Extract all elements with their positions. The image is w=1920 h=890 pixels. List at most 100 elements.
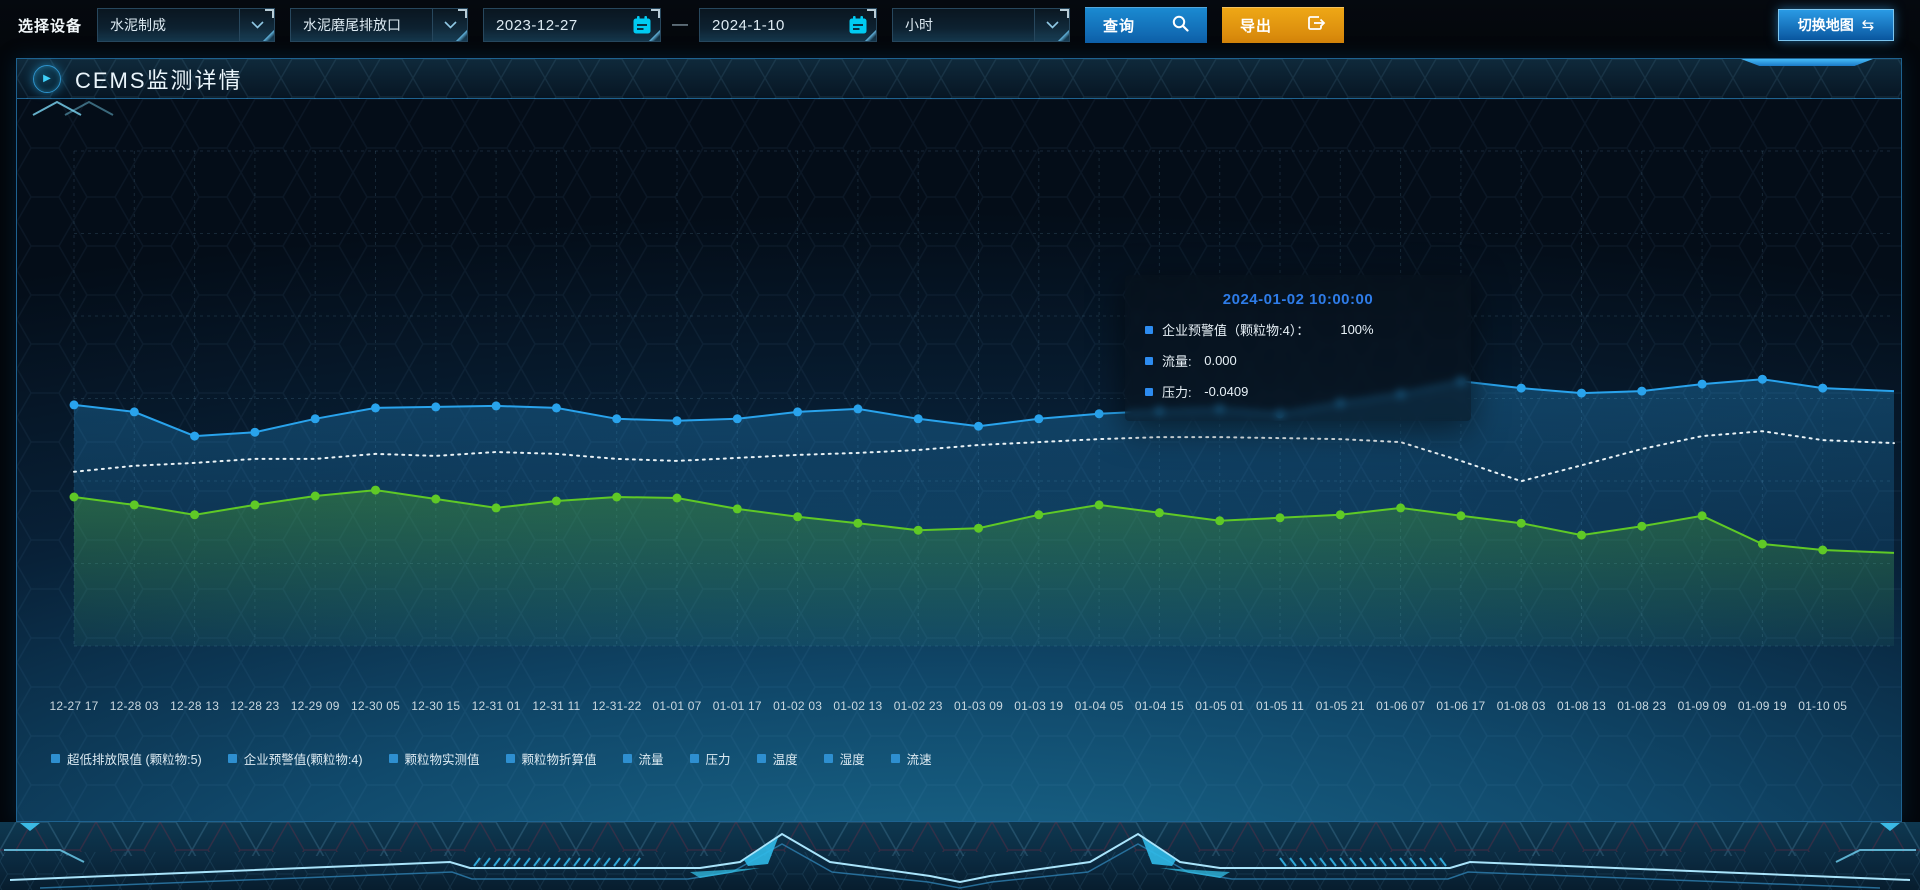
interval-select-value: 小时	[905, 17, 934, 33]
calendar-icon[interactable]	[840, 9, 876, 41]
tooltip-row: 企业预警值（颗粒物:4）： 100%	[1145, 320, 1451, 339]
export-button-label: 导出	[1240, 17, 1273, 35]
chart-tooltip: 2024-01-02 10:00:00 企业预警值（颗粒物:4）： 100% 流量:…	[1125, 275, 1471, 421]
tooltip-row: 压力: -0.0409	[1145, 382, 1451, 401]
device-select[interactable]: 水泥制成	[97, 8, 276, 42]
chart-plot-area[interactable]	[41, 147, 1897, 687]
x-axis-label: 12-30 15	[411, 699, 461, 713]
legend-label: 流量	[638, 753, 664, 767]
end-date-value: 2024-1-10	[712, 16, 785, 34]
legend-item[interactable]: 颗粒物折算值	[505, 749, 597, 768]
legend-label: 湿度	[839, 753, 865, 767]
x-axis-label: 01-05 11	[1255, 699, 1305, 713]
cems-line-chart[interactable]: 12-27 17 12-28 03 12-28 13 12-28 23 12-29 09…	[41, 147, 1897, 713]
x-axis-label: 12-31 01	[471, 699, 521, 713]
x-axis-label: 01-01 17	[712, 699, 762, 713]
switch-map-label: 切换地图	[1797, 17, 1854, 33]
interval-select[interactable]: 小时	[892, 8, 1071, 42]
legend-label: 超低排放限值 (颗粒物:5)	[67, 753, 202, 767]
x-axis-label: 01-02 03	[773, 699, 823, 713]
x-axis-label: 01-02 23	[893, 699, 943, 713]
chevron-down-icon[interactable]	[1034, 9, 1070, 41]
end-date-picker[interactable]: 2024-1-10	[699, 8, 878, 42]
tooltip-row: 流量: 0.000	[1145, 351, 1451, 370]
x-axis-label: 01-01 07	[652, 699, 702, 713]
outlet-select-value: 水泥磨尾排放口	[303, 17, 402, 33]
tooltip-series-label: 流量:	[1162, 354, 1196, 369]
x-axis-label: 12-28 13	[170, 699, 220, 713]
play-icon[interactable]: ▶	[33, 64, 61, 93]
tooltip-series-value: 100%	[1340, 322, 1374, 337]
panel-title: CEMS监测详情	[75, 67, 243, 93]
legend-label: 企业预警值(颗粒物:4)	[243, 753, 363, 767]
legend-item[interactable]: 温度	[756, 749, 798, 768]
x-axis-label: 01-08 13	[1557, 699, 1606, 713]
query-button-label: 查询	[1103, 17, 1136, 35]
tooltip-series-label: 企业预警值（颗粒物:4）：	[1162, 323, 1310, 338]
export-button[interactable]: 导出	[1222, 7, 1345, 43]
legend-item[interactable]: 压力	[689, 749, 731, 768]
x-axis-label: 12-31 11	[532, 699, 581, 713]
legend-label: 颗粒物实测值	[404, 753, 480, 767]
header-chevron-decoration	[32, 100, 114, 116]
x-axis-label: 01-03 09	[954, 699, 1003, 713]
start-date-value: 2023-12-27	[496, 16, 578, 34]
legend-item[interactable]: 颗粒物实测值	[388, 749, 480, 768]
legend-marker	[227, 754, 237, 763]
legend-label: 流速	[906, 753, 932, 767]
legend-marker	[622, 754, 632, 763]
legend-marker	[756, 754, 766, 763]
query-button[interactable]: 查询	[1085, 7, 1208, 43]
legend-marker	[890, 754, 900, 763]
legend-marker	[51, 754, 60, 763]
tooltip-timestamp: 2024-01-02 10:00:00	[1222, 291, 1374, 308]
x-axis-label: 01-04 05	[1074, 699, 1124, 713]
x-axis-label: 12-28 23	[230, 699, 280, 713]
device-select-label: 选择设备	[18, 17, 83, 35]
tooltip-series-value: -0.0409	[1204, 384, 1249, 399]
footer-tech-decoration	[0, 822, 1920, 890]
legend-marker	[823, 754, 833, 763]
device-select-value: 水泥制成	[110, 17, 167, 33]
panel-header: ▶ CEMS监测详情	[17, 59, 1901, 99]
x-axis-label: 01-09 09	[1677, 699, 1727, 713]
x-axis-label: 01-05 01	[1195, 699, 1245, 713]
legend-item[interactable]: 流速	[890, 749, 932, 768]
x-axis-label: 01-03 19	[1014, 699, 1064, 713]
calendar-icon[interactable]	[624, 9, 660, 41]
x-axis-label: 01-09 19	[1737, 699, 1787, 713]
x-axis-label: 01-02 13	[833, 699, 883, 713]
x-axis-label: 12-30 05	[351, 699, 400, 713]
x-axis-label: 12-27 17	[49, 699, 99, 713]
tooltip-series-value: 0.000	[1204, 353, 1237, 368]
tooltip-series-marker	[1145, 325, 1153, 334]
chevron-down-icon[interactable]	[239, 9, 275, 41]
legend-marker	[505, 754, 515, 763]
x-axis-label: 01-06 07	[1376, 699, 1426, 713]
x-axis-label: 01-04 15	[1134, 699, 1184, 713]
swap-arrows-icon: ⇆	[1861, 17, 1875, 34]
x-axis-label: 12-29 09	[290, 699, 340, 713]
legend-label: 压力	[705, 753, 731, 767]
x-axis-label: 01-05 21	[1315, 699, 1365, 713]
x-axis-label: 01-06 17	[1436, 699, 1486, 713]
legend-item[interactable]: 流量	[622, 749, 664, 768]
switch-map-button[interactable]: 切换地图 ⇆	[1778, 9, 1894, 41]
legend-item[interactable]: 湿度	[823, 749, 865, 768]
date-range-separator: —	[672, 16, 689, 33]
legend-label: 颗粒物折算值	[521, 753, 597, 767]
x-axis-label: 01-08 03	[1496, 699, 1546, 713]
search-icon	[1172, 15, 1189, 36]
tooltip-series-label: 压力:	[1162, 385, 1196, 400]
tooltip-series-marker	[1145, 356, 1153, 365]
toolbar: 选择设备 水泥制成 水泥磨尾排放口 2023-12-27 — 2024-1-10	[0, 0, 1920, 50]
outlet-select[interactable]: 水泥磨尾排放口	[290, 8, 469, 42]
chevron-down-icon[interactable]	[432, 9, 468, 41]
export-icon	[1307, 14, 1326, 36]
start-date-picker[interactable]: 2023-12-27	[483, 8, 662, 42]
legend-item[interactable]: 企业预警值(颗粒物:4)	[227, 749, 363, 768]
header-hex-pattern	[17, 59, 1901, 99]
x-axis-label: 12-31-22	[591, 699, 642, 713]
legend-item[interactable]: 超低排放限值 (颗粒物:5)	[51, 749, 202, 768]
tooltip-rows: 企业预警值（颗粒物:4）： 100% 流量: 0.000 压力: -0.0409	[1145, 320, 1451, 401]
